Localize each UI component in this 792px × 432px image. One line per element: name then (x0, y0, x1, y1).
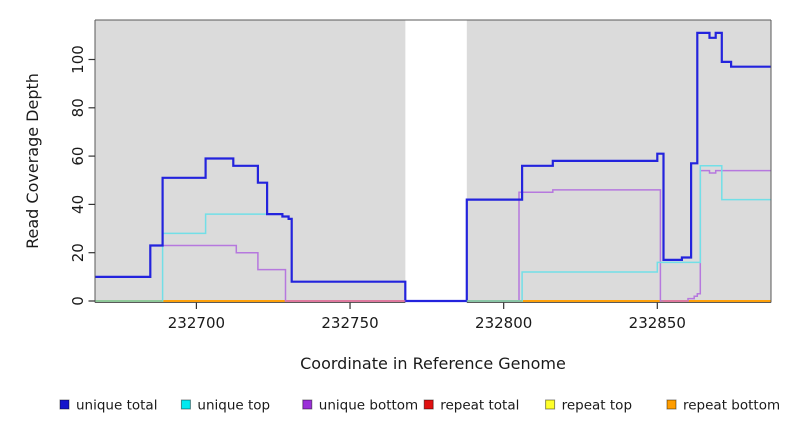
legend-swatch (545, 399, 556, 410)
legend-item: repeat top (545, 398, 632, 414)
y-tick-label: 60 (69, 147, 87, 166)
y-tick-label: 20 (69, 243, 87, 262)
x-tick-label: 232750 (321, 314, 378, 332)
x-tick-label: 232850 (629, 314, 686, 332)
legend-swatch (180, 399, 191, 410)
legend-item: repeat total (423, 398, 519, 414)
legend-swatch (423, 399, 434, 410)
y-tick-label: 0 (69, 296, 87, 306)
legend-label: unique top (197, 398, 270, 414)
legend: unique total unique top unique bottom repea… (59, 398, 780, 414)
legend-item: unique total (59, 398, 157, 414)
legend-swatch (302, 399, 313, 410)
x-tick-label: 232800 (475, 314, 532, 332)
legend-item: repeat bottom (666, 398, 780, 414)
plot-box (94, 19, 772, 303)
legend-swatch (59, 399, 70, 410)
series-line-unique-total (95, 31, 771, 303)
panel-left (95, 20, 406, 303)
y-tick-label: 80 (69, 98, 87, 117)
axis-tick-labels: 232700 232750 232800 232850 0 20 40 60 80 100 (69, 45, 686, 332)
legend-swatch (666, 399, 677, 410)
x-tick-label: 232700 (168, 314, 225, 332)
legend-label: repeat bottom (683, 398, 780, 414)
y-axis-title: Read Coverage Depth (23, 73, 42, 249)
x-axis-title: Coordinate in Reference Genome (300, 354, 566, 373)
series-line-unique-bottom (95, 169, 771, 302)
series-lines (95, 31, 771, 303)
legend-label: unique total (76, 398, 157, 414)
legend-label: repeat total (440, 398, 519, 414)
legend-label: repeat top (562, 398, 632, 414)
axis-ticks (88, 58, 658, 309)
legend-item: unique top (180, 398, 270, 414)
y-tick-label: 100 (69, 45, 87, 74)
y-tick-label: 40 (69, 195, 87, 214)
legend-item: unique bottom (302, 398, 418, 414)
legend-label: unique bottom (319, 398, 418, 414)
